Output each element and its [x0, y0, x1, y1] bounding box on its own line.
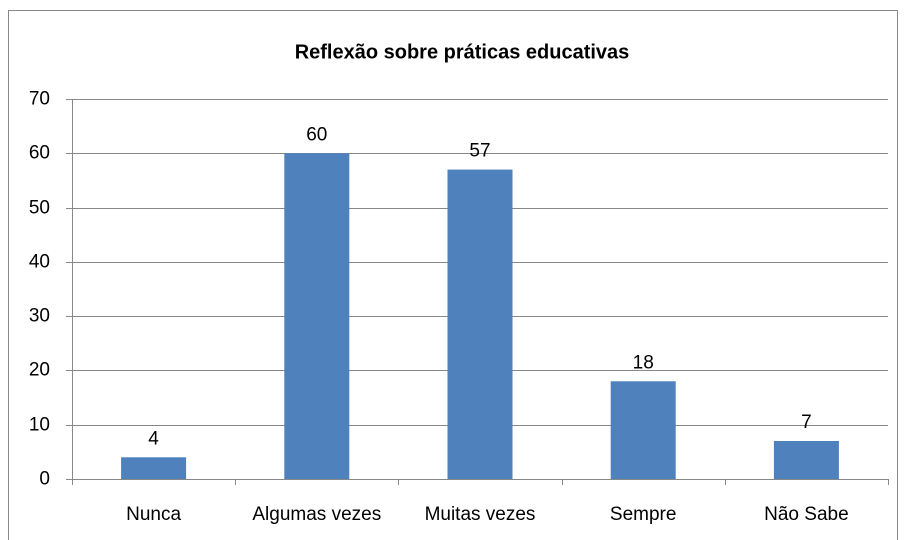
bar — [610, 381, 676, 479]
y-tick-label: 60 — [29, 143, 50, 164]
x-tick-label: Nunca — [126, 504, 181, 525]
bar — [284, 153, 350, 480]
chart-title: Reflexão sobre práticas educativas — [295, 41, 630, 63]
x-tick-label: Algumas vezes — [252, 504, 381, 525]
data-label: 18 — [633, 352, 654, 373]
bar — [773, 441, 839, 479]
y-tick-label: 10 — [29, 415, 50, 436]
y-tick-label: 40 — [29, 252, 50, 273]
data-label: 60 — [306, 124, 327, 145]
y-tick-label: 50 — [29, 198, 50, 219]
data-label: 57 — [469, 141, 490, 162]
x-tick-label: Muitas vezes — [425, 504, 536, 525]
y-tick-label: 30 — [29, 306, 50, 327]
data-label: 7 — [801, 412, 812, 433]
y-tick-label: 70 — [29, 89, 50, 110]
data-label: 4 — [148, 428, 159, 449]
bar — [121, 457, 187, 479]
y-tick-label: 20 — [29, 360, 50, 381]
y-tick-label: 0 — [39, 469, 50, 490]
bar — [447, 169, 513, 480]
x-tick-label: Sempre — [610, 504, 677, 525]
x-tick-label: Não Sabe — [764, 504, 849, 525]
